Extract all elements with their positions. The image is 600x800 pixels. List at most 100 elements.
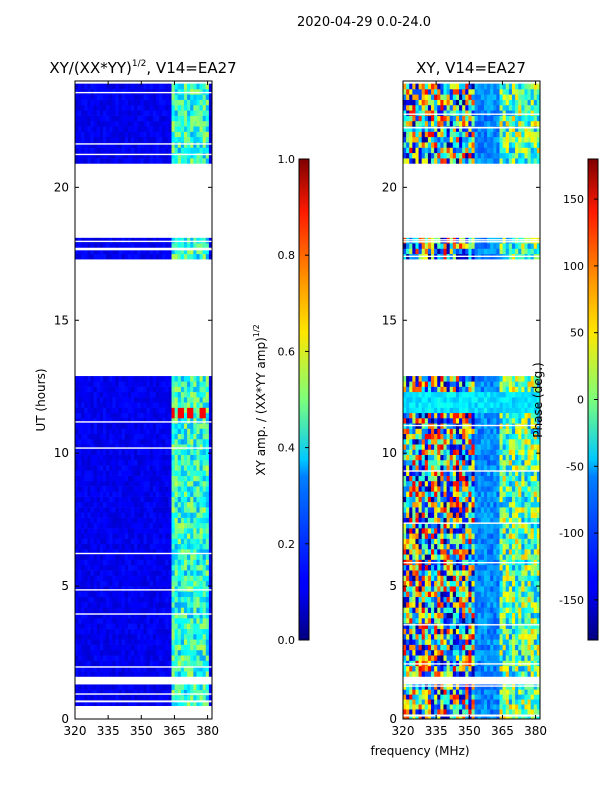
left-heatmap-cell: [165, 700, 169, 707]
left-heatmap-cell: [75, 104, 79, 111]
left-heatmap-cell: [155, 248, 160, 255]
left-heatmap-cell: [81, 391, 85, 398]
left-heatmap-cell: [131, 438, 135, 445]
left-heatmap-cell: [96, 142, 101, 148]
left-heatmap-cell: [146, 438, 151, 445]
left-heatmap-cell: [127, 475, 132, 482]
left-heatmap-cell: [162, 617, 166, 624]
right-heatmap-cell: [480, 699, 485, 705]
right-heatmap-cell: [446, 591, 451, 598]
left-heatmap-cell: [87, 617, 91, 624]
left-heatmap-cell: [143, 423, 148, 429]
left-heatmap-cell: [134, 671, 138, 677]
left-heatmap-cell: [187, 381, 191, 387]
right-heatmap-cell: [427, 543, 432, 550]
left-heatmap-cell: [78, 407, 82, 414]
left-heatmap-cell: [109, 501, 113, 508]
left-heatmap-cell: [159, 564, 163, 571]
left-heatmap-cell: [190, 501, 194, 508]
left-heatmap-cell: [99, 386, 104, 393]
left-heatmap-cell: [78, 88, 82, 95]
left-heatmap-cell: [149, 543, 154, 550]
left-heatmap-cell: [168, 507, 172, 513]
left-heatmap-cell: [152, 486, 157, 492]
right-heatmap-cell: [483, 602, 488, 608]
left-heatmap-cell: [193, 486, 197, 492]
right-heatmap-cell: [502, 644, 507, 651]
left-heatmap-cell: [121, 470, 126, 476]
right-heatmap-cell: [468, 628, 472, 635]
left-heatmap-cell: [180, 104, 185, 111]
left-heatmap-cell: [124, 628, 129, 635]
left-heatmap-cell: [162, 391, 166, 398]
left-heatmap-cell: [168, 538, 172, 545]
left-heatmap-cell: [112, 110, 116, 116]
left-heatmap-cell: [106, 596, 110, 603]
left-heatmap-cell: [199, 628, 204, 635]
right-heatmap-cell: [496, 623, 500, 629]
left-heatmap-cell: [155, 549, 160, 555]
left-heatmap-cell: [162, 433, 166, 440]
left-heatmap-cell: [118, 689, 123, 696]
left-heatmap-cell: [78, 104, 82, 111]
left-heatmap-cell: [190, 407, 194, 414]
left-heatmap-cell: [81, 433, 85, 440]
left-heatmap-cell: [109, 459, 113, 466]
left-heatmap-cell: [99, 243, 104, 249]
left-heatmap-cell: [127, 449, 132, 455]
left-heatmap-cell: [131, 243, 135, 249]
left-heatmap-cell: [84, 99, 88, 106]
left-heatmap-cell: [109, 94, 113, 100]
right-heatmap-cell: [418, 602, 423, 608]
left-heatmap-cell: [155, 602, 160, 608]
left-heatmap-cell: [112, 491, 116, 497]
right-heatmap-cell: [487, 709, 491, 715]
right-heatmap-cell: [477, 633, 482, 640]
left-heatmap-cell: [103, 391, 107, 398]
right-heatmap-cell: [474, 570, 479, 576]
left-heatmap-cell: [134, 559, 138, 566]
left-heatmap-cell: [75, 391, 79, 398]
left-heatmap-cell: [149, 449, 154, 455]
left-heatmap-cell: [118, 695, 123, 701]
left-heatmap-cell: [180, 602, 185, 608]
left-heatmap-cell: [174, 142, 179, 148]
left-heatmap-cell: [99, 612, 104, 619]
right-heatmap-cell: [424, 607, 429, 613]
right-heatmap-cell: [518, 649, 522, 656]
left-heatmap-cell: [205, 564, 210, 571]
left-heatmap-cell: [187, 538, 191, 545]
right-heatmap-cell: [536, 699, 540, 705]
left-heatmap-cell: [183, 684, 188, 691]
left-heatmap-cell: [205, 607, 210, 613]
left-heatmap-cell: [75, 480, 79, 487]
left-heatmap-cell: [196, 596, 200, 603]
left-heatmap-cell: [205, 104, 210, 111]
right-heatmap-cell: [496, 591, 500, 598]
left-heatmap-cell: [202, 120, 207, 127]
left-heatmap-cell: [87, 158, 91, 164]
left-heatmap-cell: [190, 564, 194, 571]
right-heatmap-cell: [496, 549, 500, 555]
right-heatmap-cell: [452, 649, 457, 656]
right-heatmap-cell: [468, 644, 472, 651]
right-heatmap-cell: [455, 694, 460, 700]
left-heatmap-cell: [87, 564, 91, 571]
left-heatmap-cell: [124, 644, 129, 651]
right-heatmap-cell: [440, 623, 444, 629]
left-heatmap-cell: [143, 689, 148, 696]
left-heatmap-cell: [75, 438, 79, 445]
right-heatmap-cell: [530, 554, 535, 560]
left-heatmap-cell: [127, 549, 132, 555]
left-heatmap-cell: [183, 444, 188, 450]
left-heatmap-cell: [137, 644, 141, 651]
left-heatmap-cell: [112, 386, 116, 393]
left-heatmap-cell: [193, 543, 197, 550]
left-heatmap-cell: [193, 633, 197, 640]
left-heatmap-cell: [106, 449, 110, 455]
left-heatmap-cell: [75, 575, 79, 582]
left-heatmap-cell: [205, 444, 210, 450]
left-heatmap-cell: [152, 418, 157, 424]
right-heatmap-cell: [468, 549, 472, 555]
right-heatmap-cell: [502, 694, 507, 700]
